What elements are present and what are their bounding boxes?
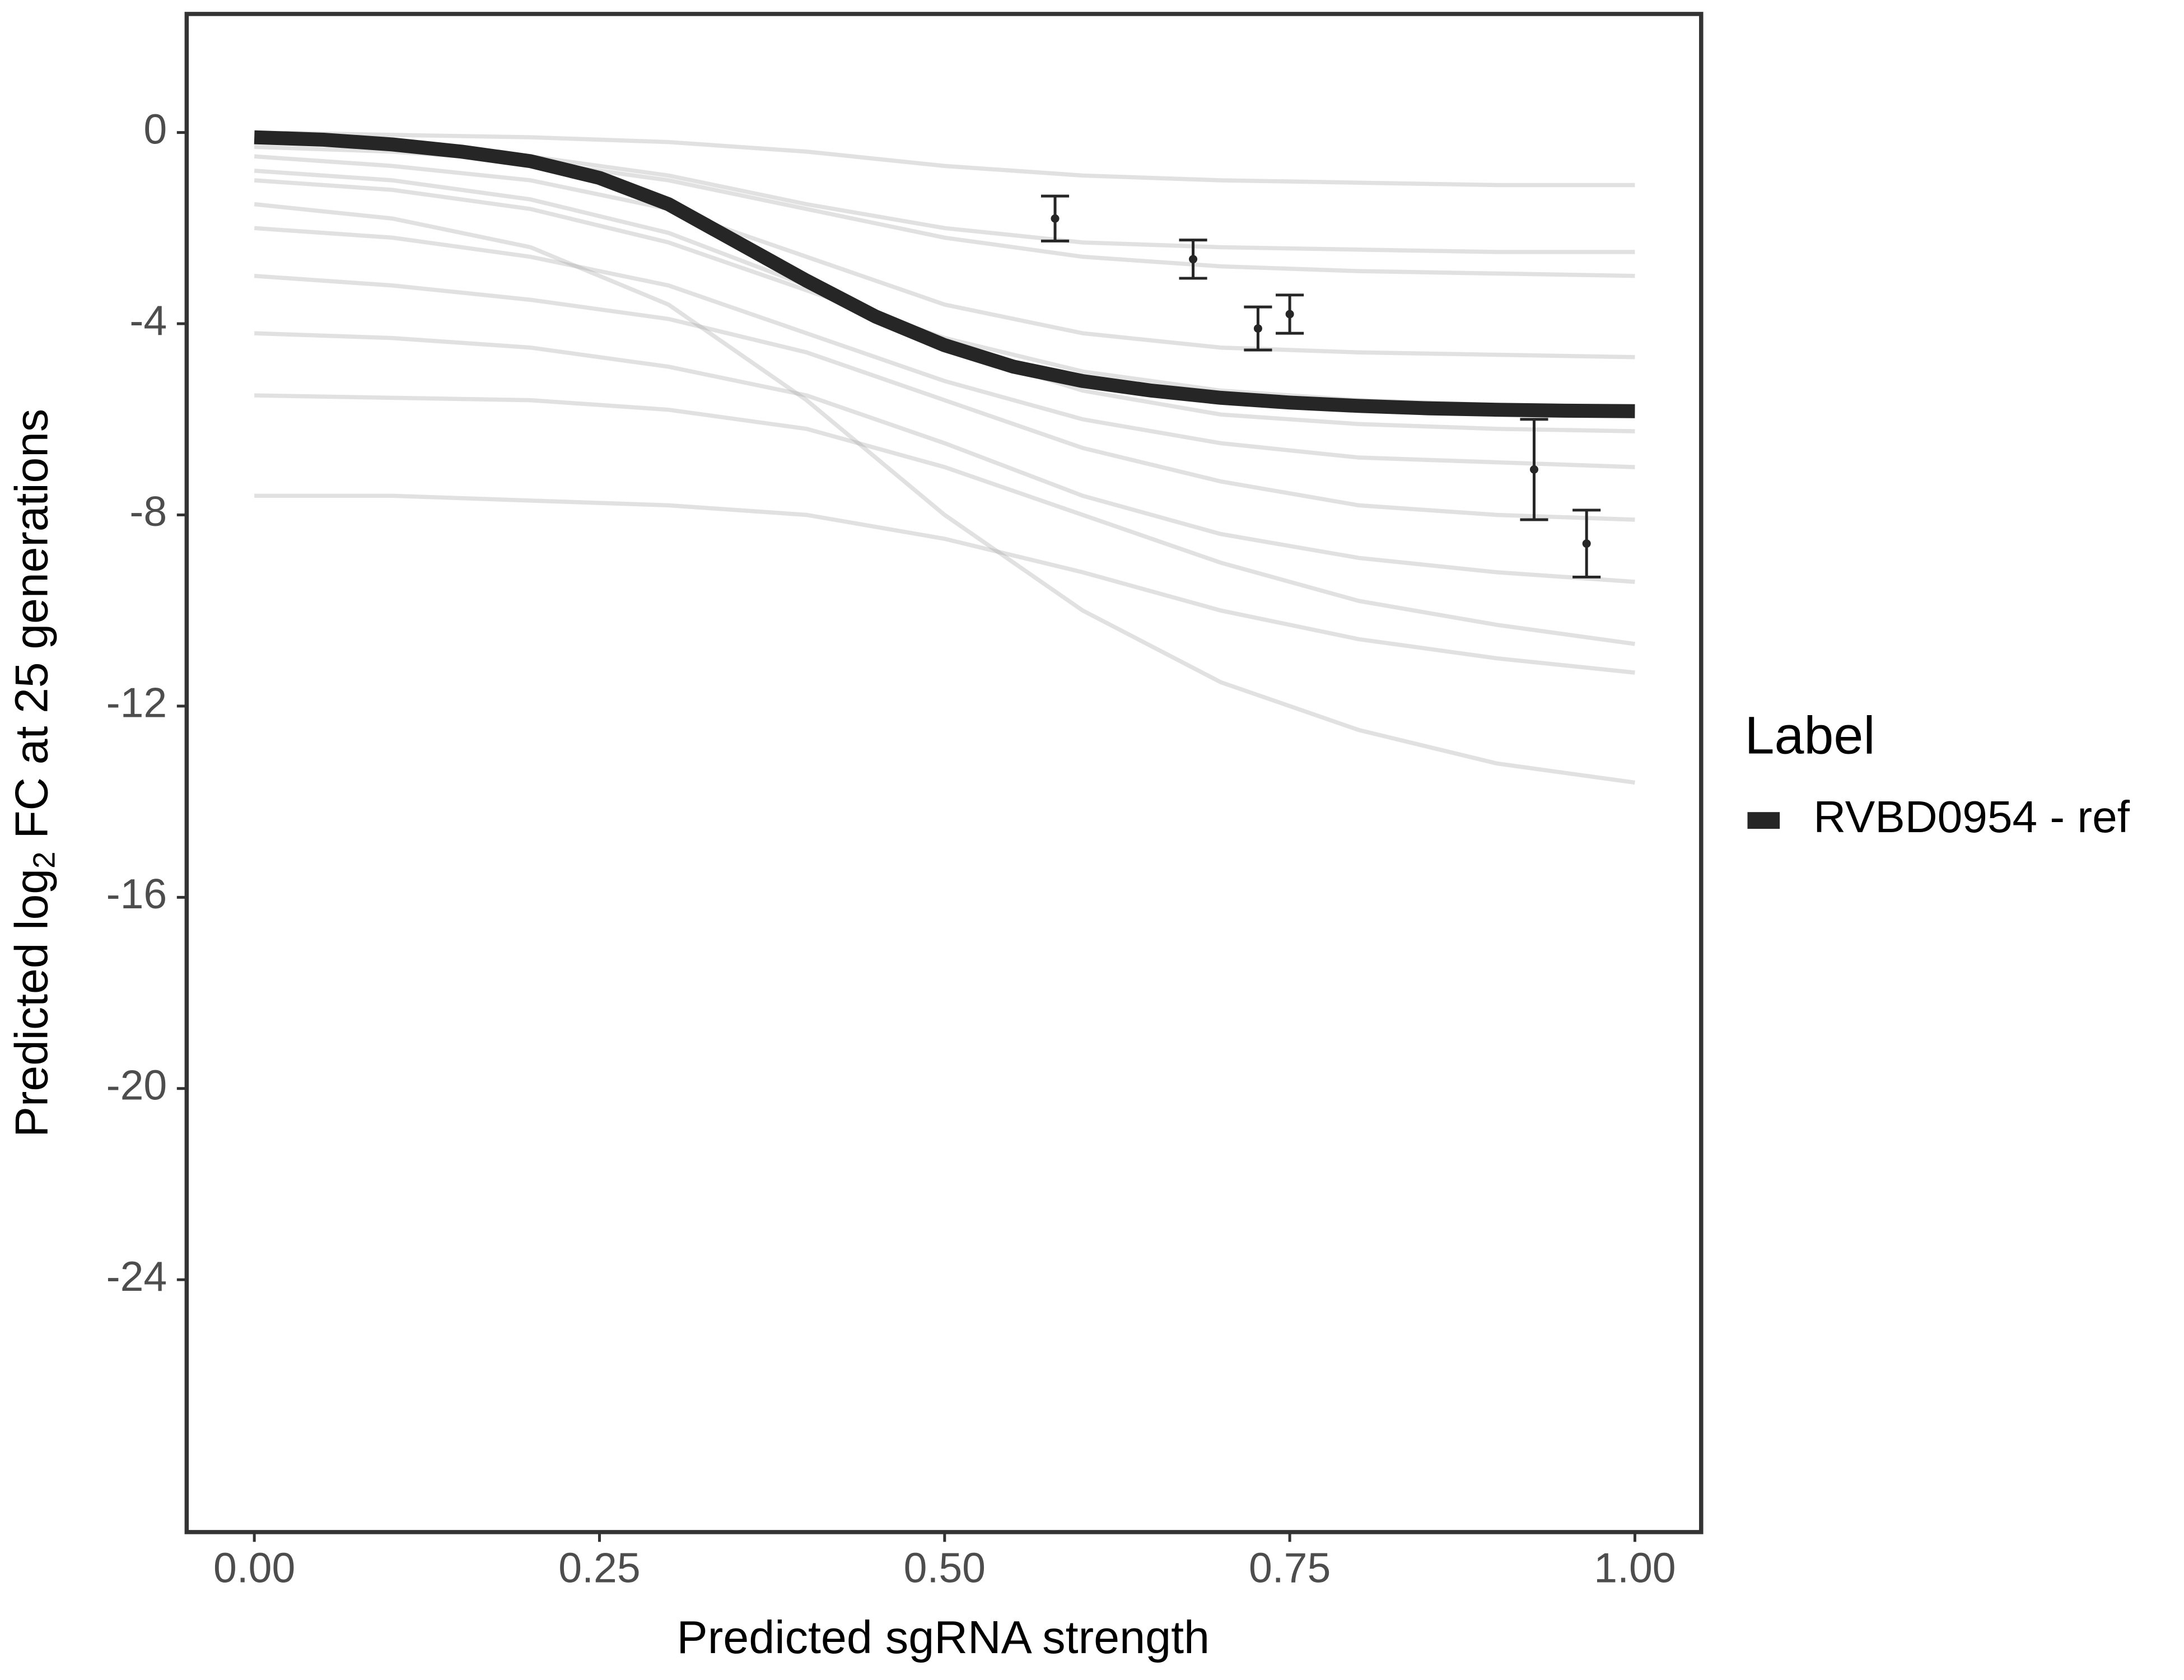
y-axis-title: Predicted log2 FC at 25 generations [6, 409, 61, 1137]
draw-line [254, 493, 1635, 675]
point [1189, 255, 1198, 264]
x-tick-label: 0.75 [1249, 1544, 1331, 1592]
draw-line [254, 393, 1635, 646]
point [1285, 310, 1294, 319]
legend-key [1747, 812, 1780, 829]
x-tick-label: 0.00 [213, 1544, 295, 1592]
y-tick-label: -8 [129, 488, 167, 535]
x-tick-label: 1.00 [1594, 1544, 1676, 1592]
x-axis-title: Predicted sgRNA strength [677, 1612, 1210, 1663]
draw-line [254, 169, 1635, 433]
y-tick-label: -24 [106, 1253, 167, 1300]
point [1253, 324, 1262, 333]
y-tick-label: 0 [143, 106, 167, 153]
point [1051, 214, 1060, 223]
y-axis-title-part: FC at 25 generations [6, 409, 57, 852]
draw-line [254, 154, 1635, 360]
y-axis-title-part: Predicted log [6, 869, 57, 1137]
point [1582, 539, 1591, 548]
y-tick-label: -16 [106, 870, 167, 917]
plot-border [184, 12, 1704, 1534]
series-line [254, 130, 1635, 418]
draw-line [254, 273, 1635, 522]
draw-line [254, 130, 1635, 188]
point [1529, 465, 1539, 474]
draw-line [254, 202, 1635, 785]
y-axis-title-subscript: 2 [26, 852, 61, 869]
y-tick-label: -20 [106, 1062, 167, 1109]
legend-title: Label [1744, 706, 1875, 766]
x-tick-label: 0.50 [904, 1544, 986, 1592]
draw-line [254, 226, 1635, 469]
y-tick-label: -4 [129, 297, 167, 344]
x-tick-label: 0.25 [558, 1544, 640, 1592]
draw-line [254, 331, 1635, 584]
y-tick-label: -12 [106, 679, 167, 726]
legend-label: RVBD0954 - ref [1813, 792, 2130, 842]
